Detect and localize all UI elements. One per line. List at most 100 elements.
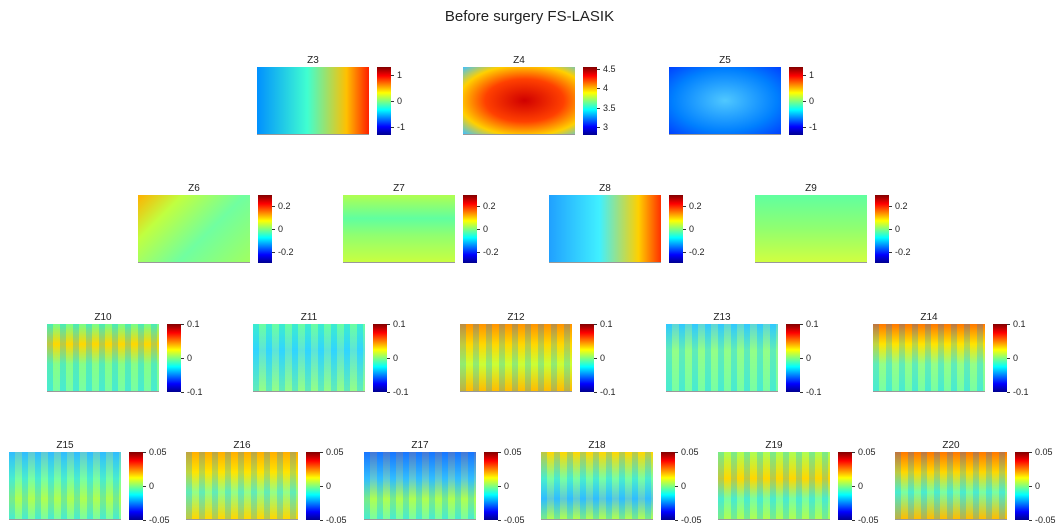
colorbar-tick <box>803 127 806 128</box>
colorbar-tick-label: 4 <box>603 83 608 93</box>
colorbar-tick <box>675 452 678 453</box>
colorbar-tick <box>597 69 600 70</box>
heatmap <box>253 324 365 392</box>
colorbar-tick <box>391 101 394 102</box>
colorbar-tick-label: -0.2 <box>689 247 705 257</box>
panel-label: Z10 <box>47 312 159 323</box>
colorbar-tick <box>181 358 184 359</box>
colorbar-tick <box>181 324 184 325</box>
colorbar-tick-label: -0.2 <box>483 247 499 257</box>
colorbar-tick-label: 0.1 <box>806 319 819 329</box>
colorbar-tick <box>683 206 686 207</box>
colorbar-tick-label: 0 <box>149 481 154 491</box>
panel-label: Z16 <box>186 440 298 451</box>
colorbar-tick-label: 0.05 <box>681 447 699 457</box>
panel-label: Z8 <box>549 183 661 194</box>
colorbar-tick-label: 0 <box>504 481 509 491</box>
colorbar-tick <box>387 392 390 393</box>
heatmap <box>463 67 575 135</box>
colorbar <box>167 324 181 392</box>
colorbar-tick <box>143 486 146 487</box>
colorbar-tick <box>391 127 394 128</box>
panel-label: Z20 <box>895 440 1007 451</box>
colorbar-tick <box>181 392 184 393</box>
panel-label: Z4 <box>463 55 575 66</box>
colorbar-tick <box>675 486 678 487</box>
colorbar-tick <box>683 252 686 253</box>
colorbar-tick <box>477 252 480 253</box>
colorbar-tick-label: -0.05 <box>326 515 347 525</box>
colorbar-tick <box>498 520 501 521</box>
figure-title: Before surgery FS-LASIK <box>0 8 1059 25</box>
colorbar <box>786 324 800 392</box>
colorbar-tick-label: 0 <box>483 224 488 234</box>
colorbar-tick-label: -0.05 <box>149 515 170 525</box>
colorbar <box>373 324 387 392</box>
panel-label: Z3 <box>257 55 369 66</box>
heatmap <box>666 324 778 392</box>
colorbar-tick-label: 0.05 <box>326 447 344 457</box>
colorbar-tick <box>272 229 275 230</box>
colorbar-tick-label: -1 <box>809 122 817 132</box>
colorbar-tick-label: -1 <box>397 122 405 132</box>
figure: Before surgery FS-LASIK Z3-101Z433.544.5… <box>0 0 1059 527</box>
panel-label: Z9 <box>755 183 867 194</box>
panel-label: Z6 <box>138 183 250 194</box>
colorbar-tick-label: 0 <box>600 353 605 363</box>
colorbar-tick <box>1007 358 1010 359</box>
colorbar-tick <box>889 229 892 230</box>
colorbar-tick <box>1007 324 1010 325</box>
colorbar-tick-label: 3 <box>603 122 608 132</box>
colorbar-tick <box>800 392 803 393</box>
panel-label: Z12 <box>460 312 572 323</box>
heatmap <box>343 195 455 263</box>
colorbar-tick <box>1029 486 1032 487</box>
colorbar-tick <box>272 206 275 207</box>
heatmap <box>460 324 572 392</box>
colorbar-tick <box>803 101 806 102</box>
heatmap <box>549 195 661 263</box>
colorbar-tick-label: -0.1 <box>600 387 616 397</box>
colorbar-tick <box>477 229 480 230</box>
colorbar-tick <box>1029 452 1032 453</box>
heatmap <box>47 324 159 392</box>
colorbar-tick <box>683 229 686 230</box>
heatmap <box>257 67 369 135</box>
colorbar-tick-label: 0.05 <box>149 447 167 457</box>
colorbar-tick <box>800 324 803 325</box>
colorbar-tick <box>320 520 323 521</box>
colorbar-tick-label: -0.1 <box>1013 387 1029 397</box>
heatmap <box>9 452 121 520</box>
colorbar-tick <box>852 486 855 487</box>
heatmap <box>873 324 985 392</box>
colorbar <box>661 452 675 520</box>
colorbar-tick <box>597 88 600 89</box>
colorbar <box>129 452 143 520</box>
panel-label: Z7 <box>343 183 455 194</box>
colorbar-tick <box>889 206 892 207</box>
colorbar-tick-label: 0.05 <box>1035 447 1053 457</box>
panel-label: Z17 <box>364 440 476 451</box>
colorbar-tick-label: 0.1 <box>187 319 200 329</box>
colorbar-tick <box>597 108 600 109</box>
colorbar-tick-label: 1 <box>809 70 814 80</box>
colorbar-tick-label: -0.2 <box>278 247 294 257</box>
colorbar-tick-label: 0 <box>858 481 863 491</box>
colorbar <box>306 452 320 520</box>
heatmap <box>541 452 653 520</box>
panel-label: Z11 <box>253 312 365 323</box>
colorbar-tick-label: 0 <box>895 224 900 234</box>
colorbar-tick <box>143 520 146 521</box>
colorbar <box>583 67 597 135</box>
colorbar-tick-label: -0.05 <box>1035 515 1056 525</box>
colorbar-tick <box>852 520 855 521</box>
colorbar-tick <box>272 252 275 253</box>
colorbar-tick <box>594 358 597 359</box>
colorbar-tick-label: 0 <box>278 224 283 234</box>
colorbar-tick-label: 0.2 <box>278 201 291 211</box>
colorbar-tick-label: 0.1 <box>393 319 406 329</box>
colorbar <box>258 195 272 263</box>
colorbar-tick-label: -0.05 <box>858 515 879 525</box>
colorbar <box>463 195 477 263</box>
heatmap <box>138 195 250 263</box>
